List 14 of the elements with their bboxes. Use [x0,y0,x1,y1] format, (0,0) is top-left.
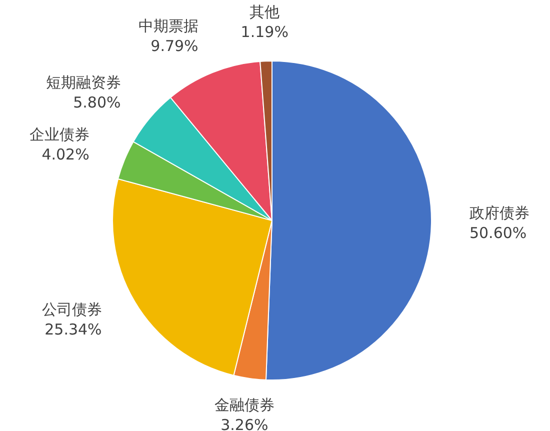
slice-label: 短期融资券 [46,73,121,92]
data-label: 50.60% [469,224,527,242]
data-label: 1.19% [240,23,288,42]
slice-label: 其他 [250,3,280,22]
slice-label: 中期票据 [138,17,198,36]
data-label: 9.79% [150,37,198,56]
slice-label: 政府债券 [469,204,530,222]
slice-label: 公司债券 [42,300,102,319]
data-label: 4.02% [42,145,90,164]
slice-label: 企业债券 [29,125,90,144]
data-label: 3.26% [220,416,268,431]
data-label: 5.80% [73,93,121,112]
slice-label: 金融债券 [214,396,274,414]
data-label: 25.34% [44,320,102,339]
